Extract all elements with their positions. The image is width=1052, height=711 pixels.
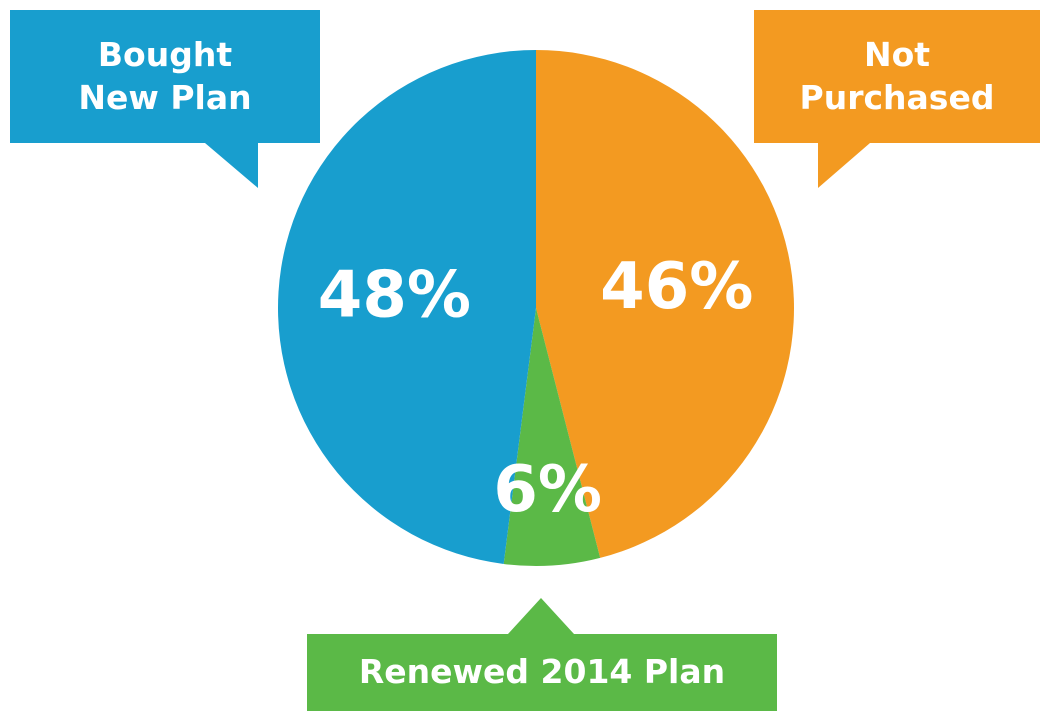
pie-slice bbox=[536, 50, 795, 558]
callout-pointer bbox=[818, 143, 870, 188]
callout: Not Purchased bbox=[754, 10, 1040, 143]
legend-label: Bought New Plan bbox=[78, 34, 252, 117]
pie-slice bbox=[503, 308, 601, 566]
pie bbox=[277, 50, 795, 566]
legend-label: Not Purchased bbox=[799, 34, 995, 117]
callout-pointer bbox=[508, 598, 574, 634]
callout: Bought New Plan bbox=[10, 10, 320, 143]
pie-slice bbox=[277, 50, 536, 564]
callout: Renewed 2014 Plan bbox=[307, 634, 777, 711]
slice-label: 48% bbox=[318, 259, 471, 333]
callout-pointer bbox=[205, 143, 258, 188]
slice-label: 46% bbox=[600, 250, 753, 324]
slice-label: 6% bbox=[493, 453, 602, 527]
legend-label: Renewed 2014 Plan bbox=[358, 652, 726, 692]
slice-labels: 46% 6% 48% bbox=[318, 250, 754, 527]
